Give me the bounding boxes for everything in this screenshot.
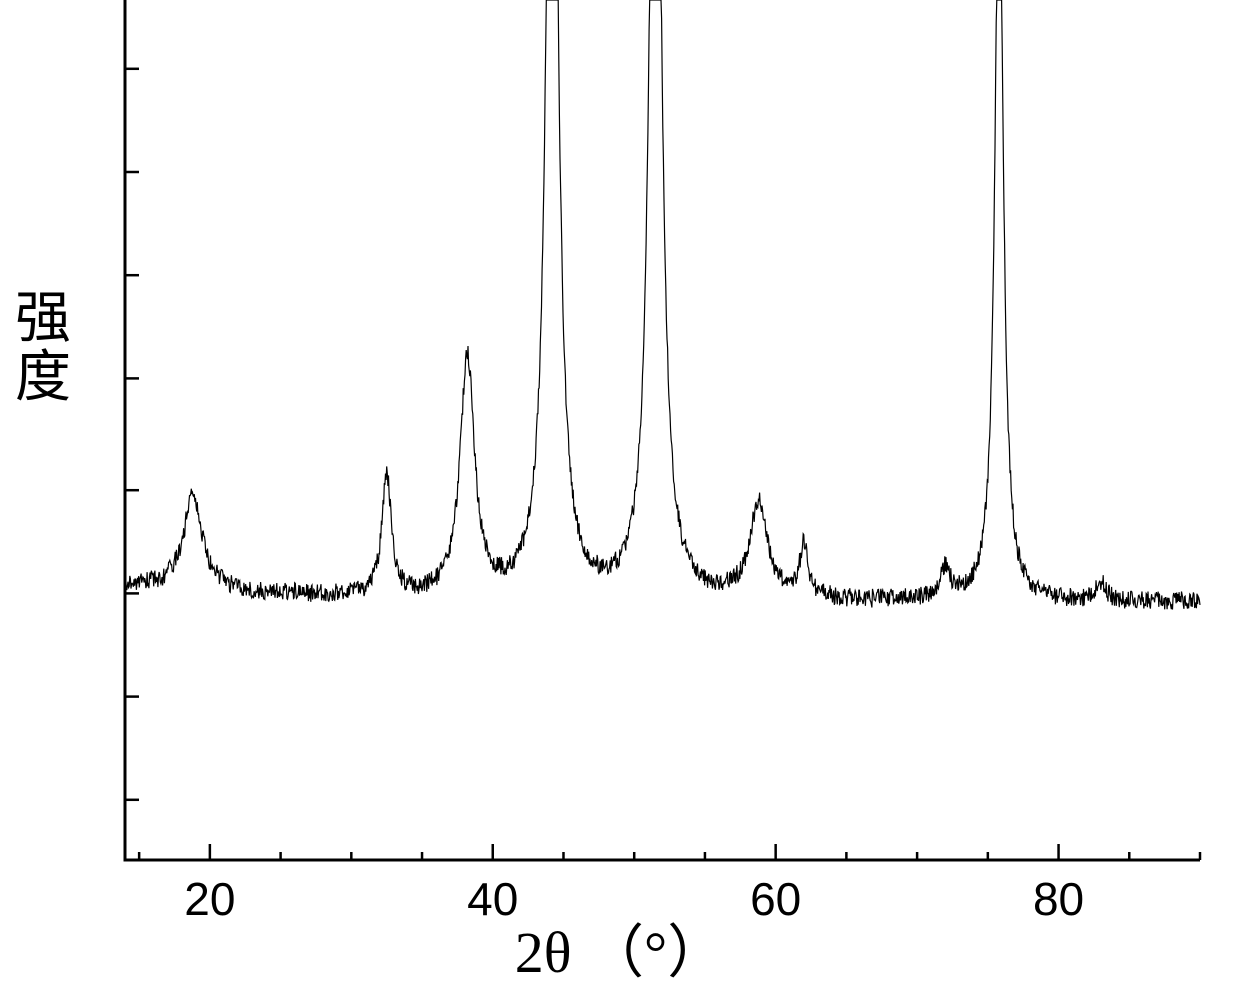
y-ticks — [125, 69, 139, 800]
xrd-trace — [125, 0, 1200, 610]
xrd-chart: 强 度 20406080 2θ （°） — [0, 0, 1240, 1003]
y-axis-label-char2: 度 — [8, 349, 78, 408]
x-axis-label: 2θ （°） — [0, 905, 1240, 989]
y-axis-label-char1: 强 — [8, 290, 78, 349]
y-axis-label: 强 度 — [8, 290, 78, 408]
plot-area — [115, 0, 1210, 870]
x-ticks — [139, 844, 1200, 860]
